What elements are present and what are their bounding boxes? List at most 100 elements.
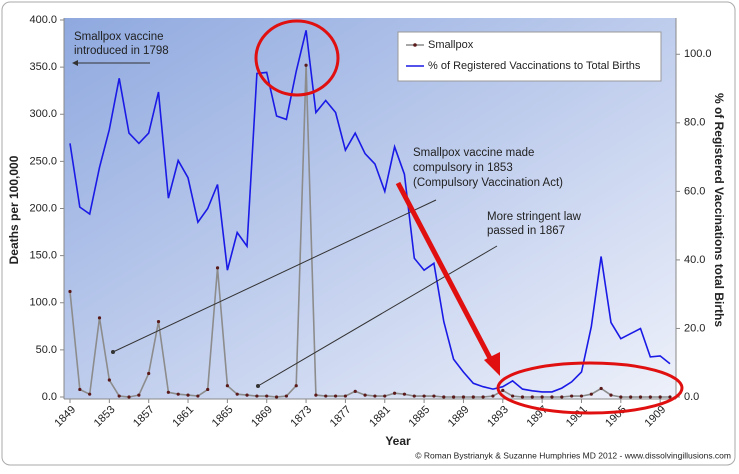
point (68, 289, 72, 294)
series-line (69, 30, 671, 393)
point (491, 394, 495, 398)
annotation: introduced in 1798 (74, 45, 169, 57)
red-arrow (395, 181, 495, 364)
point (333, 394, 338, 398)
annotation: (Compulsory Vaccination Act) (413, 177, 563, 189)
point (127, 395, 131, 399)
legend-label: Smallpox (428, 39, 474, 51)
y2-tick-label: 80.0 (684, 117, 705, 129)
point (97, 316, 102, 320)
arrow-head (72, 60, 78, 66)
point (265, 394, 269, 398)
point (570, 394, 574, 398)
point (540, 395, 544, 399)
annotation: Smallpox vaccine made (413, 147, 534, 159)
point (304, 63, 308, 67)
y-tick-label: 350.0 (29, 61, 57, 73)
y-tick-label: 200.0 (29, 202, 57, 214)
point (383, 394, 387, 398)
point (294, 384, 298, 388)
point (412, 394, 416, 398)
y-tick-label: 0.0 (42, 391, 57, 403)
point (147, 371, 151, 376)
point (668, 395, 672, 399)
red-arrow-head (484, 352, 500, 376)
point (215, 266, 220, 270)
credit: © Roman Bystrianyk & Suzanne Humphries M… (415, 450, 731, 460)
point (343, 394, 348, 398)
point (176, 392, 180, 396)
point (530, 395, 534, 399)
point (511, 394, 515, 398)
point (274, 395, 279, 399)
point (520, 395, 525, 399)
pointer-dot (256, 384, 260, 388)
point (78, 387, 82, 392)
point (579, 394, 584, 398)
point (156, 320, 161, 324)
point (452, 395, 456, 399)
point (609, 393, 613, 397)
point (638, 395, 643, 399)
annotation: More stringent law (487, 211, 582, 223)
point (599, 386, 603, 391)
point (589, 392, 593, 396)
point (501, 388, 505, 393)
point (629, 395, 633, 399)
point (255, 394, 259, 398)
point (117, 394, 121, 398)
point (442, 395, 446, 399)
legend-label: % of Registered Vaccinations to Total Bi… (428, 60, 641, 72)
y2-tick-label: 20.0 (684, 322, 705, 334)
pointer-line (112, 199, 437, 353)
legend (397, 31, 662, 82)
y2-tick-label: 100.0 (684, 48, 712, 60)
point (206, 387, 210, 392)
y-axis-title: Deaths per 100,000 (7, 155, 21, 264)
point (363, 393, 367, 397)
point (196, 394, 200, 398)
y-tick-label: 250.0 (29, 155, 57, 167)
point (422, 394, 426, 398)
y-tick-label: 100.0 (29, 297, 57, 309)
point (353, 389, 357, 393)
point (235, 392, 239, 396)
y2-axis-title: % of Registered Vaccinations total Birth… (712, 93, 726, 327)
point (88, 392, 92, 396)
point (560, 395, 564, 399)
point (314, 393, 318, 397)
point (658, 395, 662, 399)
point (107, 378, 111, 382)
point (648, 395, 652, 399)
annotation: Smallpox vaccine (74, 31, 163, 43)
legend-marker (413, 43, 417, 47)
point (225, 384, 229, 388)
point (186, 393, 190, 397)
point (324, 394, 328, 398)
point (402, 392, 407, 396)
y-tick-label: 400.0 (29, 14, 57, 26)
series-line (69, 65, 670, 398)
point (392, 391, 397, 395)
point (619, 395, 623, 399)
point (373, 394, 377, 398)
y2-tick-label: 40.0 (684, 254, 705, 266)
point (461, 395, 466, 399)
point (550, 395, 554, 399)
annotation: compulsory in 1853 (413, 162, 513, 174)
point (245, 393, 249, 397)
highlight-ellipse (254, 19, 340, 97)
point (284, 394, 288, 398)
point (432, 394, 436, 398)
pointer-dot (111, 350, 115, 354)
annotation: passed in 1867 (487, 225, 565, 237)
y-tick-label: 50.0 (36, 344, 57, 356)
point (137, 393, 141, 397)
point (481, 395, 485, 399)
x-axis-title: Year (385, 434, 411, 448)
y2-tick-label: 0.0 (684, 391, 699, 403)
point (166, 390, 170, 394)
pointer-line (257, 245, 498, 387)
y-tick-label: 300.0 (29, 108, 57, 120)
point (471, 395, 475, 399)
